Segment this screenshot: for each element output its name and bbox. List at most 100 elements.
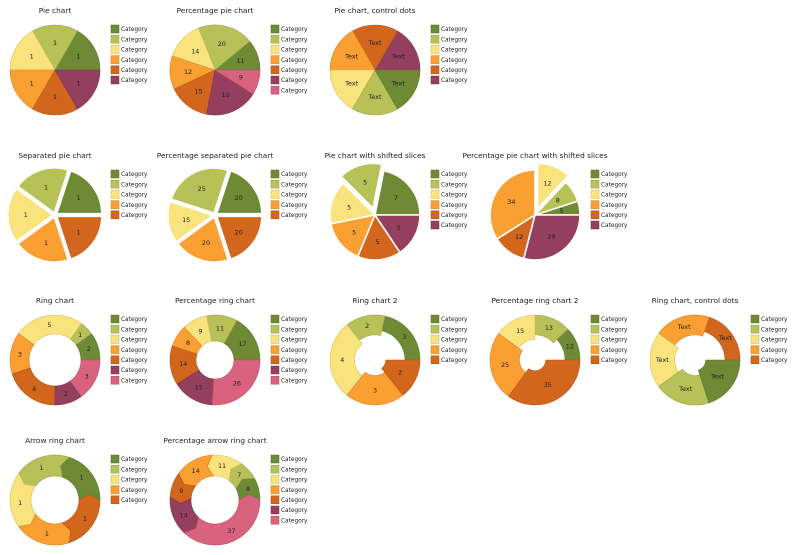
legend-swatch <box>430 45 440 54</box>
slice-2 <box>352 24 398 71</box>
legend-swatch <box>270 335 280 344</box>
legend-swatch <box>270 24 280 34</box>
chart-panel-10: Ring chart 2 3 2 4 3 2 Category Category Categor… <box>329 296 468 406</box>
legend-item: Category <box>270 169 308 179</box>
legend-label: Category <box>281 457 308 463</box>
legend-swatch <box>590 220 600 230</box>
legend-item: Category <box>270 75 308 85</box>
legend-swatch <box>430 55 440 64</box>
legend-item: Category <box>590 190 628 199</box>
legend-label: Category <box>441 223 468 229</box>
legend-swatch <box>270 454 280 464</box>
legend-label: Category <box>121 348 148 354</box>
legend-label: Category <box>121 48 148 54</box>
legend-label: Category <box>281 213 308 219</box>
data-label: Text <box>678 385 692 393</box>
legend-label: Category <box>441 58 468 64</box>
slice-2 <box>340 162 383 210</box>
legend-label: Category <box>601 213 628 219</box>
legend-label: Category <box>121 78 148 84</box>
legend-label: Category <box>441 213 468 219</box>
legend-item: Category <box>590 220 628 230</box>
legend-label: Category <box>121 37 148 43</box>
slice-6 <box>374 69 421 110</box>
legend-label: Category <box>281 37 308 43</box>
data-label: 5 <box>397 224 401 232</box>
legend-label: Category <box>441 48 468 54</box>
legend-label: Category <box>281 358 308 364</box>
slice-1 <box>374 169 421 216</box>
data-label: 5 <box>363 179 367 187</box>
legend-label: Category <box>441 172 468 178</box>
data-label: 3 <box>18 351 22 359</box>
legend-label: Category <box>121 488 148 494</box>
legend-item: Category <box>270 324 308 334</box>
legend-swatch <box>270 505 280 515</box>
slice-7 <box>213 69 261 95</box>
legend-item: Category <box>750 314 788 324</box>
legend-label: Category <box>761 338 788 344</box>
legend-item: Category <box>110 24 148 34</box>
data-label: 1 <box>80 473 84 481</box>
legend-label: Category <box>121 368 148 374</box>
legend-swatch <box>430 179 440 189</box>
data-label: 4 <box>340 356 344 364</box>
legend-label: Category <box>121 182 148 188</box>
slice-3 <box>9 30 56 71</box>
legend-swatch <box>110 335 120 344</box>
legend-swatch <box>430 169 440 179</box>
legend-item: Category <box>110 190 148 199</box>
legend-swatch <box>110 169 120 179</box>
legend-item: Category <box>430 45 468 54</box>
legend-item: Category <box>110 324 148 334</box>
legend-swatch <box>430 335 440 344</box>
data-label: Text <box>368 93 382 101</box>
data-label: 1 <box>53 93 57 101</box>
data-label: 34 <box>507 198 515 206</box>
chart-title: Percentage arrow ring chart <box>163 436 266 445</box>
legend-label: Category <box>281 68 308 74</box>
legend-swatch <box>590 169 600 179</box>
legend-swatch <box>430 355 440 365</box>
legend-item: Category <box>750 335 788 344</box>
data-label: 14 <box>180 512 188 520</box>
legend-item: Category <box>270 200 308 209</box>
legend-label: Category <box>281 378 308 384</box>
legend-item: Category <box>270 179 308 189</box>
legend-item: Category <box>270 485 308 494</box>
legend-item: Category <box>430 190 468 199</box>
legend-item: Category <box>590 345 628 354</box>
legend-label: Category <box>441 317 468 323</box>
data-label: 15 <box>195 384 203 392</box>
legend-item: Category <box>430 335 468 344</box>
legend-swatch <box>110 210 120 220</box>
slice-2 <box>170 167 229 215</box>
legend-label: Category <box>441 27 468 33</box>
slice-6 <box>206 69 254 116</box>
legend-swatch <box>270 314 280 324</box>
legend-item: Category <box>430 324 468 334</box>
data-label: 1 <box>76 80 80 88</box>
legend-label: Category <box>281 508 308 514</box>
legend-label: Category <box>281 27 308 33</box>
legend-item: Category <box>110 335 148 344</box>
legend-swatch <box>430 345 440 354</box>
data-label: 20 <box>218 40 226 48</box>
legend-swatch <box>270 210 280 220</box>
legend-item: Category <box>270 190 308 199</box>
legend-item: Category <box>590 335 628 344</box>
legend-swatch <box>270 495 280 505</box>
legend-label: Category <box>121 358 148 364</box>
data-label: 2 <box>365 322 369 330</box>
slice-2 <box>18 454 70 487</box>
slice-2 <box>32 24 78 71</box>
legend-item: Category <box>270 210 308 220</box>
legend-swatch <box>270 45 280 54</box>
legend-label: Category <box>281 338 308 344</box>
legend-swatch <box>110 45 120 54</box>
data-label: 12 <box>515 233 523 241</box>
data-label: 11 <box>236 57 244 65</box>
legend-swatch <box>110 24 120 34</box>
slice-3 <box>329 324 363 396</box>
